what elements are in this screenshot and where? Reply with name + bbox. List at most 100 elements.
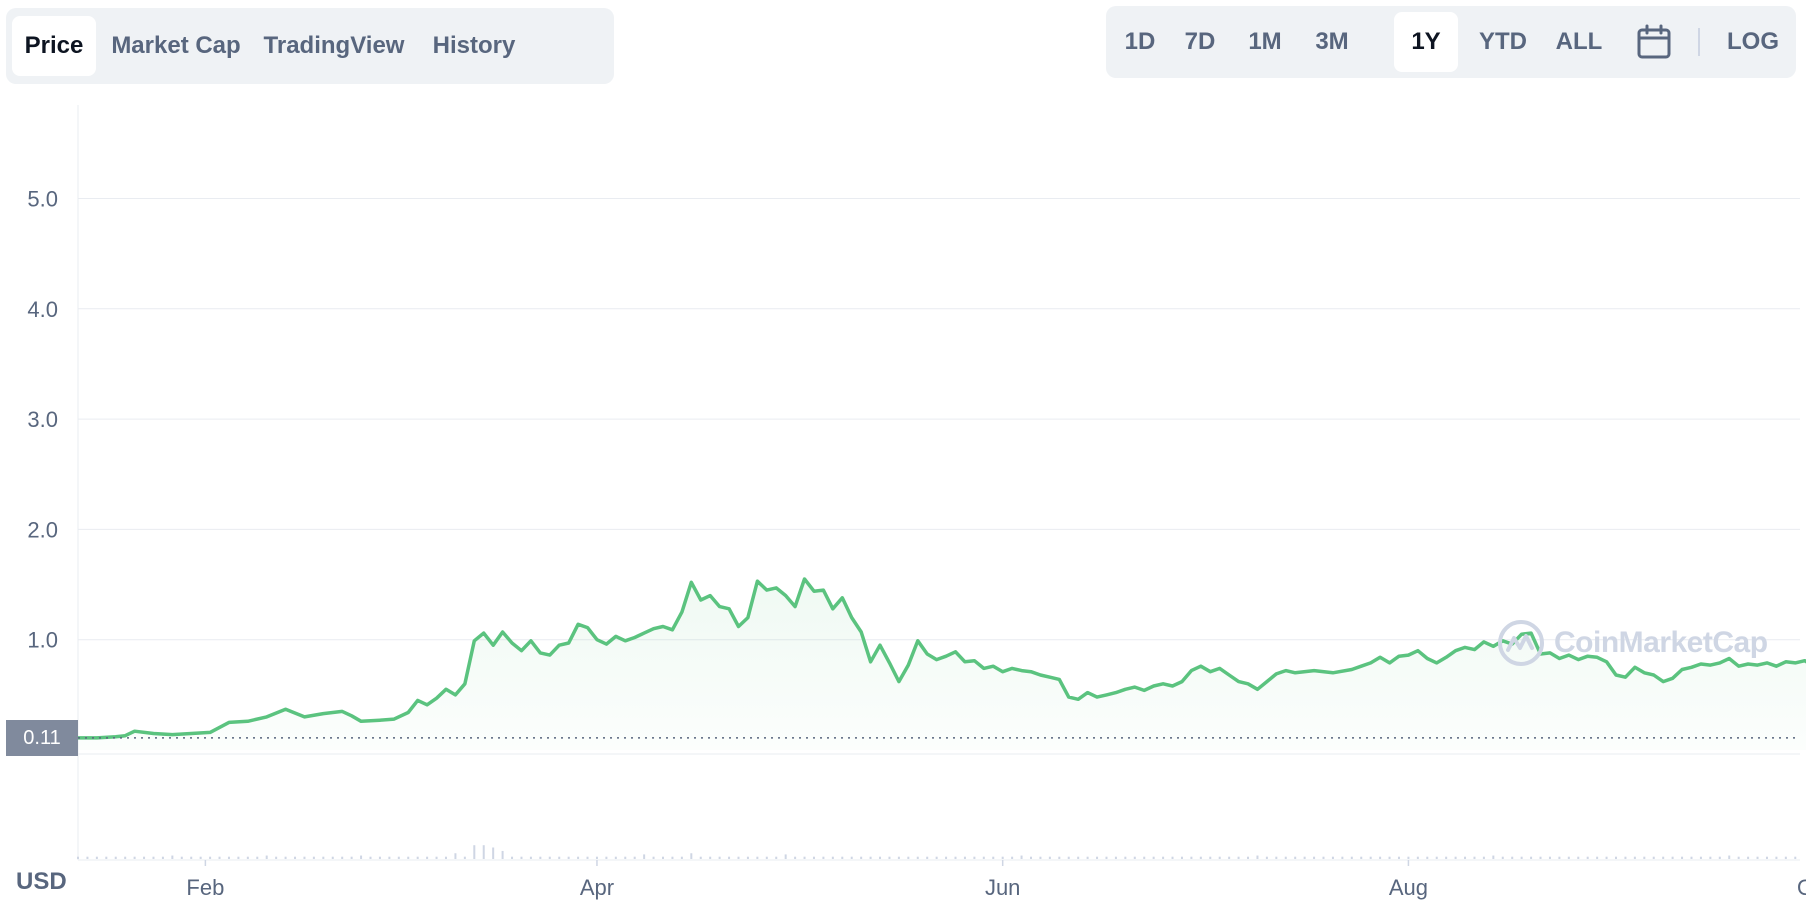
volume-bar: [218, 856, 221, 859]
volume-bar: [1586, 856, 1589, 859]
volume-bar: [577, 856, 580, 859]
range-7d-button[interactable]: 7D: [1184, 28, 1216, 55]
volume-bar: [963, 856, 966, 859]
range-all-button[interactable]: ALL: [1555, 28, 1603, 55]
volume-bar: [662, 856, 665, 859]
volume-bar: [794, 856, 797, 859]
volume-bar: [784, 854, 787, 859]
volume-bar: [1567, 856, 1570, 859]
volume-bar: [1265, 856, 1268, 859]
volume-bar: [671, 856, 674, 859]
volume-bar: [1765, 856, 1768, 859]
volume-bar: [237, 856, 240, 859]
volume-bar: [529, 856, 532, 859]
volume-bar: [454, 853, 457, 859]
volume-bar: [897, 856, 900, 859]
watermark: CoinMarketCap: [1496, 618, 1768, 668]
volume-bar: [1294, 856, 1297, 859]
volume-bar: [737, 856, 740, 859]
volume-bar: [1709, 856, 1712, 859]
volume-bar: [1020, 855, 1023, 859]
volume-bar: [992, 856, 995, 859]
volume-bar: [1652, 856, 1655, 859]
volume-bar: [652, 856, 655, 859]
tab-history[interactable]: History: [432, 32, 516, 59]
volume-bar: [1426, 856, 1429, 859]
watermark-text: CoinMarketCap: [1554, 626, 1768, 659]
volume-bar: [1114, 856, 1117, 859]
log-scale-button[interactable]: LOG: [1727, 28, 1779, 55]
volume-bar: [284, 856, 287, 859]
range-ytd-button[interactable]: YTD: [1479, 28, 1527, 55]
volume-bar: [1209, 856, 1212, 859]
volume-bar: [294, 856, 297, 859]
volume-bar: [501, 850, 504, 859]
volume-bar: [1228, 856, 1231, 859]
volume-bar: [1341, 856, 1344, 859]
volume-bar: [1086, 856, 1089, 859]
tab-tradingview[interactable]: TradingView: [263, 32, 405, 59]
volume-bar: [1199, 856, 1202, 859]
volume-bar: [492, 847, 495, 859]
volume-bar: [548, 856, 551, 859]
volume-bar: [1501, 856, 1504, 859]
y-tick-label: 3.0: [27, 407, 58, 432]
volume-bar: [407, 856, 410, 859]
volume-bar: [869, 856, 872, 859]
range-1y-button[interactable]: 1Y: [1394, 12, 1458, 72]
x-tick-label: Oct: [1797, 875, 1806, 900]
range-3m-button[interactable]: 3M: [1315, 28, 1349, 55]
volume-bar: [1360, 856, 1363, 859]
volume-bar: [1662, 856, 1665, 859]
tab-price[interactable]: Price: [12, 16, 96, 76]
y-tick-label: 4.0: [27, 297, 58, 322]
volume-bar: [1303, 856, 1306, 859]
volume-bar: [1397, 856, 1400, 859]
volume-bar: [586, 856, 589, 859]
y-tick-label: 1.0: [27, 628, 58, 653]
volume-bar: [1511, 856, 1514, 859]
volume-bar: [95, 856, 98, 859]
volume-bar: [1699, 856, 1702, 859]
volume-bar: [1058, 856, 1061, 859]
calendar-icon[interactable]: [1636, 24, 1672, 60]
price-area-fill: [78, 579, 1806, 750]
range-1m-button[interactable]: 1M: [1248, 28, 1282, 55]
volume-bar: [539, 856, 542, 859]
volume-bar: [1331, 856, 1334, 859]
volume-bar: [1671, 856, 1674, 859]
x-axis: FebAprJunAugOct22022: [78, 859, 1806, 900]
volume-bar: [1435, 856, 1438, 859]
volume-bar: [322, 856, 325, 859]
volume-bar: [1369, 856, 1372, 859]
volume-bar: [133, 856, 136, 859]
volume-bar: [1530, 856, 1533, 859]
x-tick-label: Aug: [1389, 875, 1428, 900]
volume-bar: [350, 856, 353, 859]
range-1d-button[interactable]: 1D: [1124, 28, 1156, 55]
volume-bar: [1416, 856, 1419, 859]
volume-bar: [444, 856, 447, 859]
volume-bar: [1643, 856, 1646, 859]
volume-bar: [1350, 856, 1353, 859]
volume-bar: [463, 856, 466, 859]
volume-bar: [1794, 856, 1797, 859]
volume-bar: [605, 856, 608, 859]
volume-bar: [1039, 856, 1042, 859]
volume-bar: [1756, 856, 1759, 859]
volume-bar: [1737, 856, 1740, 859]
volume-bar: [841, 856, 844, 859]
volume-bar: [1615, 856, 1618, 859]
volume-bar: [1407, 856, 1410, 859]
volume-bar: [1624, 856, 1627, 859]
volume-bar: [1633, 856, 1636, 859]
coinmarketcap-logo-icon: [1498, 620, 1544, 666]
current-price-label: 0.11: [6, 720, 78, 756]
volume-bar: [161, 856, 164, 859]
price-line: [76, 577, 1806, 740]
volume-bar: [114, 856, 117, 859]
volume-bar: [482, 845, 485, 859]
tab-market-cap[interactable]: Market Cap: [111, 32, 241, 59]
volume-bar: [152, 856, 155, 859]
